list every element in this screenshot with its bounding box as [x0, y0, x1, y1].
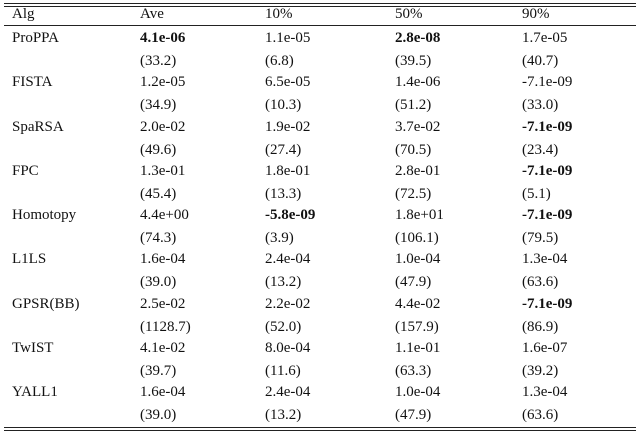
alg-name: L1LS [12, 251, 47, 268]
time-value: (70.5) [395, 141, 432, 158]
error-value: 1.6e-07 [522, 339, 568, 356]
time-value: (47.9) [395, 274, 432, 291]
error-value: -7.1e-09 [522, 207, 573, 223]
time-value: (86.9) [522, 318, 559, 335]
time-value: (39.0) [140, 274, 177, 291]
time-value: (39.2) [522, 362, 559, 379]
time-value: (13.2) [265, 274, 302, 291]
error-value: 8.0e-04 [265, 339, 311, 356]
header-cell: 90% [522, 6, 550, 22]
header-cell: 10% [265, 6, 293, 22]
error-value: 2.8e-01 [395, 162, 441, 179]
top-rule [4, 6, 636, 7]
time-value: (63.6) [522, 407, 559, 423]
time-value: (1128.7) [140, 318, 191, 335]
time-value: (63.6) [522, 274, 559, 291]
alg-name: ProPPA [12, 30, 59, 46]
error-value: 1.2e-05 [140, 74, 186, 91]
time-value: (23.4) [522, 141, 559, 158]
header-cell: 50% [395, 6, 423, 22]
error-value: 1.3e-04 [522, 384, 568, 400]
header-cell: Alg [12, 6, 35, 22]
time-value: (33.2) [140, 53, 177, 69]
time-value: (33.0) [522, 97, 559, 114]
time-value: (72.5) [395, 185, 432, 202]
error-value: 4.1e-06 [140, 30, 186, 46]
error-value: 1.9e-02 [265, 118, 311, 135]
time-value: (157.9) [395, 318, 439, 335]
alg-name: TwIST [12, 339, 54, 356]
header-cell: Ave [140, 6, 164, 22]
error-value: 4.4e-02 [395, 295, 441, 312]
error-value: -7.1e-09 [522, 74, 573, 91]
error-value: 1.3e-01 [140, 162, 186, 179]
time-value: (3.9) [265, 230, 294, 246]
error-value: 6.5e-05 [265, 74, 311, 91]
top-rule [4, 3, 636, 4]
time-value: (34.9) [140, 97, 177, 114]
time-value: (51.2) [395, 97, 432, 114]
time-value: (40.7) [522, 53, 559, 69]
error-value: 2.2e-02 [265, 295, 311, 312]
bottom-rule [4, 427, 636, 428]
error-value: 1.0e-04 [395, 251, 441, 268]
error-value: -7.1e-09 [522, 162, 573, 179]
time-value: (63.3) [395, 362, 432, 379]
time-value: (106.1) [395, 230, 439, 246]
time-value: (39.0) [140, 407, 177, 423]
time-value: (49.6) [140, 141, 177, 158]
alg-name: SpaRSA [12, 118, 64, 135]
time-value: (52.0) [265, 318, 302, 335]
error-value: 2.4e-04 [265, 251, 311, 268]
error-value: 2.0e-02 [140, 118, 186, 135]
error-value: 1.1e-05 [265, 30, 311, 46]
error-value: 2.4e-04 [265, 384, 311, 400]
error-value: 1.3e-04 [522, 251, 568, 268]
alg-name: FISTA [12, 74, 53, 91]
error-value: 2.8e-08 [395, 30, 441, 46]
error-value: 1.4e-06 [395, 74, 441, 91]
time-value: (39.7) [140, 362, 177, 379]
time-value: (13.3) [265, 185, 302, 202]
error-value: 1.0e-04 [395, 384, 441, 400]
error-value: 1.6e-04 [140, 251, 186, 268]
time-value: (45.4) [140, 185, 177, 202]
error-value: 3.7e-02 [395, 118, 441, 135]
time-value: (39.5) [395, 53, 432, 69]
error-value: -7.1e-09 [522, 295, 573, 312]
error-value: 1.8e+01 [395, 207, 444, 223]
error-value: 1.6e-04 [140, 384, 186, 400]
time-value: (11.6) [265, 362, 301, 379]
bottom-rule [4, 430, 636, 431]
header-rule [4, 25, 636, 26]
time-value: (10.3) [265, 97, 302, 114]
time-value: (5.1) [522, 185, 551, 202]
alg-name: FPC [12, 162, 39, 179]
error-value: 4.4e+00 [140, 207, 189, 223]
time-value: (74.3) [140, 230, 177, 246]
alg-name: Homotopy [12, 207, 77, 223]
alg-name: YALL1 [12, 384, 58, 400]
time-value: (13.2) [265, 407, 302, 423]
error-value: 2.5e-02 [140, 295, 186, 312]
error-value: -7.1e-09 [522, 118, 573, 135]
error-value: 1.1e-01 [395, 339, 441, 356]
error-value: 1.7e-05 [522, 30, 568, 46]
time-value: (6.8) [265, 53, 294, 69]
time-value: (79.5) [522, 230, 559, 246]
error-value: 1.8e-01 [265, 162, 311, 179]
alg-name: GPSR(BB) [12, 295, 80, 312]
time-value: (47.9) [395, 407, 432, 423]
error-value: -5.8e-09 [265, 207, 316, 223]
time-value: (27.4) [265, 141, 302, 158]
error-value: 4.1e-02 [140, 339, 186, 356]
